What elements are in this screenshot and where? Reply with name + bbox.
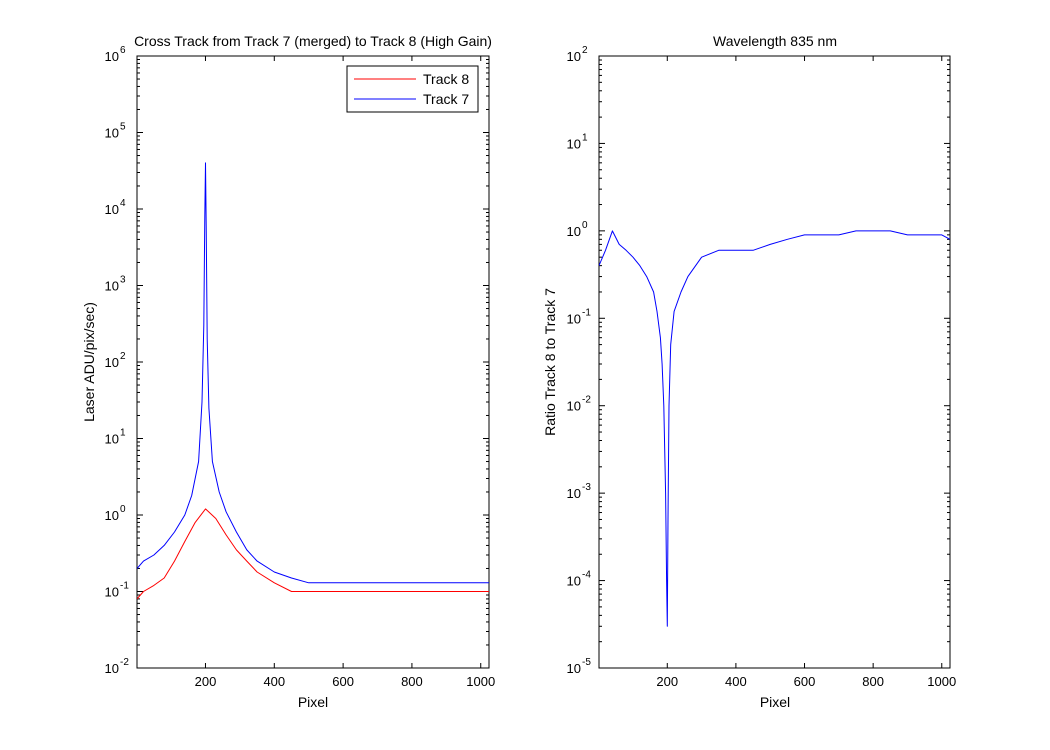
left-y-tick-exponent: 3: [120, 275, 126, 286]
left-x-tick-label: 1000: [466, 674, 495, 689]
left-x-tick-label: 800: [401, 674, 423, 689]
left-y-tick-exponent: 5: [120, 122, 126, 133]
left-y-tick-exponent: 0: [120, 504, 126, 515]
left-chart: Cross Track from Track 7 (merged) to Tra…: [81, 33, 495, 710]
right-plot-area: [598, 55, 951, 669]
left-y-tick-label: 10: [105, 432, 119, 447]
right-y-tick-exponent: -3: [582, 482, 591, 493]
left-y-tick-exponent: -2: [120, 657, 129, 668]
right-y-tick-label: 10: [567, 224, 581, 239]
right-y-tick-exponent: -4: [582, 570, 591, 581]
left-y-tick-label: 10: [105, 661, 119, 676]
right-y-tick-label: 10: [567, 399, 581, 414]
right-x-tick-label: 800: [862, 674, 884, 689]
legend-label-track-8: Track 8: [423, 71, 469, 87]
right-x-axis-label: Pixel: [760, 694, 790, 710]
left-y-tick-label: 10: [105, 202, 119, 217]
left-y-tick-label: 10: [105, 279, 119, 294]
right-x-tick-label: 400: [725, 674, 747, 689]
left-series-group: [137, 162, 489, 600]
right-y-tick-exponent: -2: [582, 395, 591, 406]
right-y-tick-label: 10: [567, 574, 581, 589]
right-y-tick-exponent: -5: [582, 657, 591, 668]
left-y-axis-label: Laser ADU/pix/sec): [81, 302, 97, 422]
right-y-tick-label: 10: [567, 661, 581, 676]
left-y-tick-label: 10: [105, 508, 119, 523]
left-x-axis-label: Pixel: [298, 694, 328, 710]
left-y-tick-exponent: 1: [120, 428, 126, 439]
right-chart-title: Wavelength 835 nm: [713, 33, 837, 49]
left-y-tick-exponent: -1: [120, 581, 129, 592]
left-y-tick-exponent: 2: [120, 351, 126, 362]
right-y-tick-label: 10: [567, 311, 581, 326]
legend-label-track-7: Track 7: [423, 91, 469, 107]
right-y-tick-exponent: 2: [582, 45, 588, 56]
left-x-tick-label: 200: [195, 674, 217, 689]
left-y-tick-label: 10: [105, 126, 119, 141]
right-y-tick-exponent: 1: [582, 132, 588, 143]
right-x-tick-label: 600: [794, 674, 816, 689]
left-y-tick-label: 10: [105, 49, 119, 64]
left-series-line-track-8: [137, 508, 489, 600]
right-y-tick-label: 10: [567, 49, 581, 64]
right-y-tick-label: 10: [567, 136, 581, 151]
left-x-tick-label: 400: [263, 674, 285, 689]
legend-box: [346, 65, 479, 113]
left-y-tick-exponent: 4: [120, 198, 126, 209]
left-plot-area: [136, 55, 490, 669]
left-x-tick-label: 600: [332, 674, 354, 689]
left-y-tick-label: 10: [105, 585, 119, 600]
right-y-tick-exponent: -1: [582, 307, 591, 318]
right-x-tick-label: 1000: [927, 674, 956, 689]
right-y-tick-label: 10: [567, 486, 581, 501]
left-chart-title: Cross Track from Track 7 (merged) to Tra…: [134, 33, 492, 49]
left-y-tick-exponent: 6: [120, 45, 126, 56]
legend: Track 8 Track 7: [346, 65, 479, 113]
right-series-group: [599, 230, 950, 627]
left-y-tick-label: 10: [105, 355, 119, 370]
right-x-tick-label: 200: [656, 674, 678, 689]
right-chart: Wavelength 835 nm Pixel Ratio Track 8 to…: [542, 33, 956, 710]
left-series-line-track-7: [137, 162, 489, 584]
right-y-axis-label: Ratio Track 8 to Track 7: [542, 288, 558, 436]
right-series-line-0: [599, 230, 950, 627]
right-y-tick-exponent: 0: [582, 220, 588, 231]
